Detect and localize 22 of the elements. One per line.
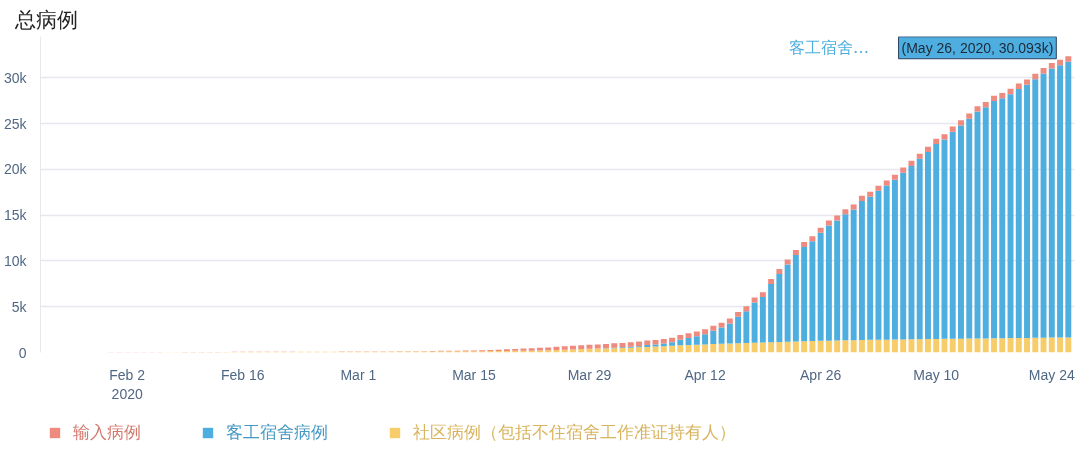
annotation: (May 26, 2020, 30.093k)	[901, 39, 1054, 56]
legend-label: 输入病例	[73, 421, 141, 444]
annotation: 客工宿舍…	[788, 37, 869, 57]
y-tick-label: 20k	[3, 161, 28, 178]
x-tick-label: Mar 1	[340, 366, 377, 383]
x-tick-label: Mar 29	[567, 366, 612, 383]
x-tick-label: Feb 16	[220, 366, 265, 383]
x-tick-label: May 24	[1028, 366, 1075, 383]
chart-title: 总病例	[13, 7, 78, 32]
x-tick-label: May 10	[913, 366, 960, 383]
y-tick-label: 15k	[3, 207, 28, 224]
y-tick-label: 0	[18, 344, 27, 361]
x-tick-label: Feb 2 2020	[109, 366, 146, 402]
x-tick-label: Apr 12	[684, 366, 726, 383]
y-tick-label: 25k	[3, 115, 28, 132]
x-tick-label: Apr 26	[800, 366, 842, 383]
y-tick-label: 10k	[3, 252, 28, 269]
y-tick-label: 30k	[3, 69, 28, 86]
y-tick-label: 5k	[11, 298, 28, 315]
legend-label: 社区病例（包括不住宿舍工作准证持有人）	[413, 421, 736, 444]
x-tick-label: Mar 15	[452, 366, 496, 383]
legend-label: 客工宿舍病例	[226, 421, 328, 444]
